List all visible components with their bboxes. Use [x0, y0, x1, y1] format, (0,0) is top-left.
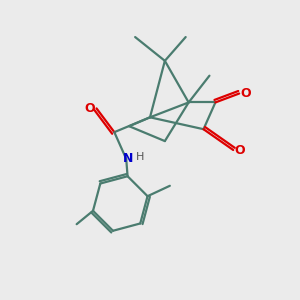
- Text: H: H: [136, 152, 145, 162]
- Text: O: O: [240, 87, 251, 100]
- Text: N: N: [122, 152, 133, 165]
- Text: O: O: [85, 102, 95, 115]
- Text: O: O: [234, 143, 245, 157]
